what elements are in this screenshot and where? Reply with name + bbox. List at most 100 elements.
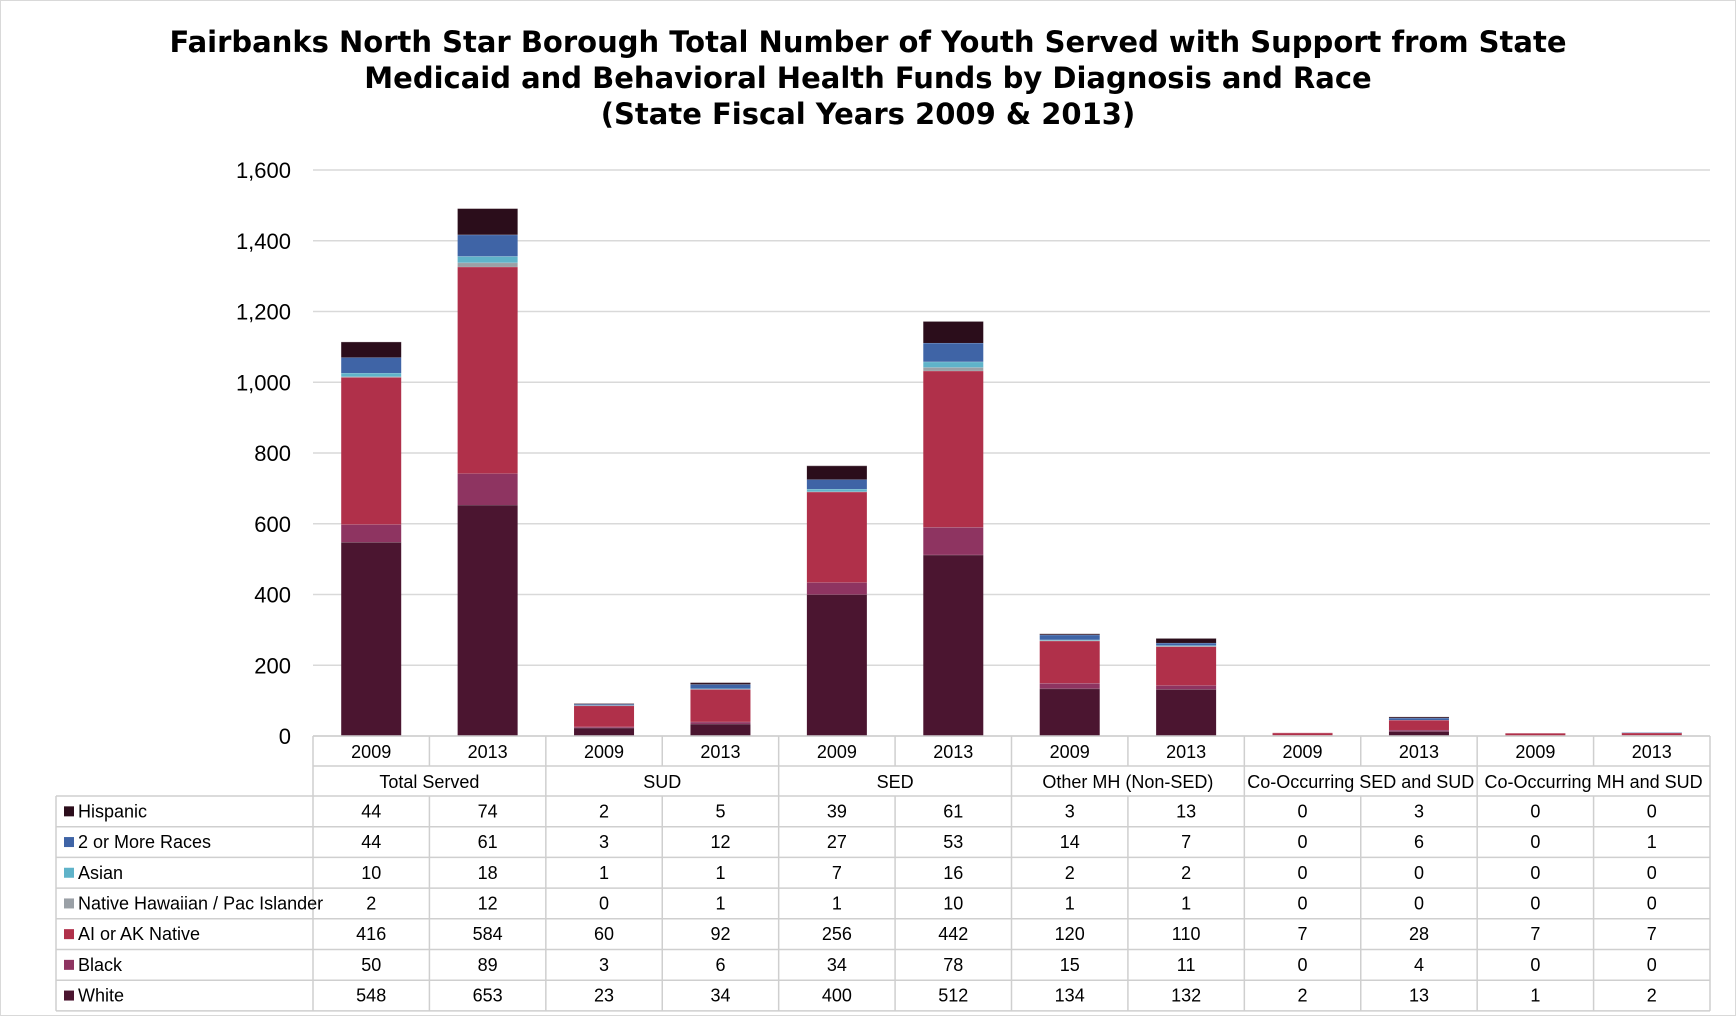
bar-segment-native-hawaiian-pac-islander <box>341 376 402 378</box>
bar-segment-black <box>806 582 867 595</box>
table-cell-value: 89 <box>478 955 498 975</box>
table-cell-value: 0 <box>1530 955 1540 975</box>
table-cell-value: 0 <box>1298 832 1308 852</box>
bar-segment-hispanic <box>690 682 751 685</box>
bar-segment-black <box>341 524 402 543</box>
table-cell-value: 0 <box>1647 863 1657 883</box>
y-tick-label: 400 <box>254 583 291 608</box>
legend-key <box>64 867 74 878</box>
table-cell-value: 0 <box>1298 863 1308 883</box>
x-tick-label-year: 2009 <box>351 742 391 762</box>
table-cell-value: 34 <box>710 986 730 1006</box>
bar-segment-hispanic <box>1156 638 1217 643</box>
table-cell-value: 0 <box>1414 893 1424 913</box>
table-cell-value: 1 <box>715 863 725 883</box>
x-tick-label-year: 2013 <box>700 742 740 762</box>
bar-segment-ai-or-ak-native <box>1156 646 1217 686</box>
bar-segment-asian <box>690 688 751 690</box>
bar-segment-native-hawaiian-pac-islander <box>923 367 984 371</box>
table-cell-value: 6 <box>1414 832 1424 852</box>
bar-segment-2-or-more-races <box>923 342 984 362</box>
chart-title-line-1: Fairbanks North Star Borough Total Numbe… <box>169 25 1567 59</box>
bar-segment-black <box>690 721 751 724</box>
bar-segment-ai-or-ak-native <box>1272 732 1333 736</box>
y-tick-label: 1,600 <box>236 158 291 183</box>
bar-segment-hispanic <box>923 321 984 343</box>
bar-segment-ai-or-ak-native <box>690 689 751 722</box>
x-tick-label-year: 2013 <box>1399 742 1439 762</box>
table-cell-value: 0 <box>599 893 609 913</box>
chart-title-line-2: Medicaid and Behavioral Health Funds by … <box>364 61 1372 95</box>
y-tick-label: 1,000 <box>236 370 291 395</box>
bar-segment-2-or-more-races <box>806 479 867 490</box>
bar-segment-asian <box>574 705 635 706</box>
bar-segment-hispanic <box>806 465 867 480</box>
bar-segment-native-hawaiian-pac-islander <box>806 491 867 493</box>
x-tick-label-year: 2009 <box>1050 742 1090 762</box>
bar-segment-white <box>574 727 635 736</box>
table-cell-value: 60 <box>594 924 614 944</box>
bar-segment-ai-or-ak-native <box>923 370 984 528</box>
bar-segment-ai-or-ak-native <box>574 705 635 727</box>
x-group-label: Total Served <box>379 772 479 792</box>
gridlines <box>313 169 1710 737</box>
legend-label: Hispanic <box>78 801 147 821</box>
table-cell-value: 61 <box>478 832 498 852</box>
table-cell-value: 2 <box>599 801 609 821</box>
bar-segment-black <box>1039 683 1100 689</box>
table-cell-value: 0 <box>1530 832 1540 852</box>
table-cell-value: 548 <box>356 986 386 1006</box>
table-cell-value: 0 <box>1298 801 1308 821</box>
bar-segment-native-hawaiian-pac-islander <box>1156 646 1217 647</box>
table-cell-value: 120 <box>1055 924 1085 944</box>
table-cell-value: 0 <box>1530 801 1540 821</box>
table-cell-value: 15 <box>1060 955 1080 975</box>
table-cell-value: 1 <box>1181 893 1191 913</box>
y-tick-label: 200 <box>254 653 291 678</box>
table-cell-value: 3 <box>1414 801 1424 821</box>
x-tick-label-year: 2013 <box>468 742 508 762</box>
legend-label: Asian <box>78 863 123 883</box>
bar-segment-native-hawaiian-pac-islander <box>457 262 518 267</box>
x-tick-label-year: 2013 <box>933 742 973 762</box>
table-cell-value: 7 <box>1530 924 1540 944</box>
bar-segment-white <box>1156 689 1217 736</box>
legend-label: 2 or More Races <box>78 832 211 852</box>
bar-segment-ai-or-ak-native <box>341 377 402 525</box>
bar-segment-black <box>923 527 984 555</box>
bar-segment-asian <box>923 361 984 368</box>
table-cell-value: 14 <box>1060 832 1080 852</box>
bar-segment-hispanic <box>457 208 518 235</box>
legend-label: AI or AK Native <box>78 924 200 944</box>
table-cell-value: 0 <box>1530 863 1540 883</box>
table-cell-value: 12 <box>710 832 730 852</box>
table-cell-value: 2 <box>1065 863 1075 883</box>
table-cell-value: 28 <box>1409 924 1429 944</box>
table-cell-value: 1 <box>832 893 842 913</box>
bar-segment-native-hawaiian-pac-islander <box>1039 640 1100 641</box>
table-cell-value: 7 <box>1181 832 1191 852</box>
bar-segment-ai-or-ak-native <box>806 491 867 583</box>
chart-title: Fairbanks North Star Borough Total Numbe… <box>0 24 1736 132</box>
bar-segment-ai-or-ak-native <box>1388 720 1449 730</box>
x-group-label: Co-Occurring MH and SUD <box>1485 772 1703 792</box>
table-cell-value: 2 <box>1181 863 1191 883</box>
table-cell-value: 12 <box>478 893 498 913</box>
bar-segment-ai-or-ak-native <box>457 266 518 474</box>
table-cell-value: 92 <box>710 924 730 944</box>
bar-segment-2-or-more-races <box>1621 732 1682 733</box>
table-cell-value: 7 <box>1298 924 1308 944</box>
table-cell-value: 0 <box>1647 801 1657 821</box>
bar-segment-white <box>1039 688 1100 736</box>
table-cell-value: 653 <box>473 986 503 1006</box>
bar-segment-asian <box>806 489 867 492</box>
bar-segment-black <box>1388 729 1449 732</box>
x-tick-label-year: 2009 <box>1283 742 1323 762</box>
bar-segment-2-or-more-races <box>690 684 751 689</box>
legend-label: Black <box>78 955 123 975</box>
table-cell-value: 400 <box>822 986 852 1006</box>
table-cell-value: 0 <box>1298 955 1308 975</box>
bar-segment-asian <box>341 373 402 377</box>
table-cell-value: 0 <box>1530 893 1540 913</box>
